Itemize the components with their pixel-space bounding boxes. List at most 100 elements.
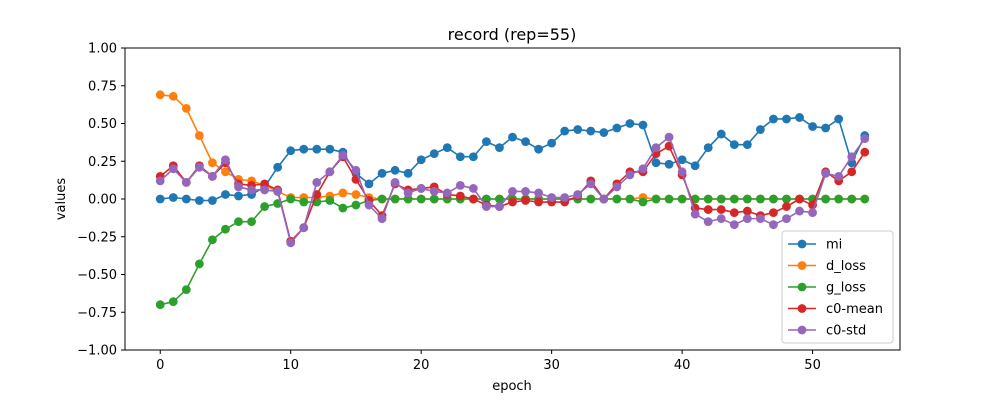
data-point-c0-std (364, 200, 374, 210)
data-point-c0-std (194, 162, 204, 172)
x-tick-label: 50 (804, 358, 821, 373)
x-axis-ticks: 0 10 20 30 40 50 (156, 350, 821, 373)
data-point-c0-mean (769, 208, 778, 217)
data-point-mi (468, 152, 478, 162)
data-point-mi (534, 144, 543, 154)
series-c0-std (155, 132, 870, 248)
data-point-c0-mean (703, 205, 713, 214)
data-point-mi (756, 125, 765, 134)
data-point-mi (742, 140, 752, 150)
data-point-d-loss (168, 91, 178, 101)
data-point-g-loss (168, 297, 178, 307)
data-point-c0-std (742, 214, 752, 224)
data-point-c0-std (782, 214, 791, 224)
data-point-c0-mean (782, 202, 791, 211)
data-point-g-loss (338, 203, 348, 213)
data-point-d-loss (155, 90, 165, 100)
data-point-c0-std (377, 214, 387, 224)
data-point-d-loss (351, 190, 361, 199)
legend-label: c0-std (826, 324, 866, 339)
data-point-c0-std (521, 187, 530, 196)
data-point-g-loss (651, 194, 661, 204)
data-point-mi (586, 126, 596, 136)
data-point-mi (834, 114, 844, 124)
data-point-mi (403, 168, 413, 178)
data-point-c0-std (586, 179, 596, 189)
data-point-c0-std (847, 152, 857, 162)
data-point-mi (599, 128, 609, 137)
data-point-mi (560, 126, 570, 136)
data-point-g-loss (416, 194, 426, 204)
legend-label: g_loss (826, 281, 866, 296)
legend-marker (797, 282, 807, 292)
data-point-mi (716, 129, 726, 139)
data-point-c0-std (573, 190, 583, 199)
data-point-c0-std (299, 223, 309, 233)
data-point-g-loss (586, 194, 596, 204)
data-point-c0-std (286, 238, 296, 248)
data-point-g-loss (495, 194, 504, 204)
legend-item-g-loss: g_loss (788, 281, 866, 296)
legend-label: mi (826, 238, 842, 253)
y-axis-label: values (54, 178, 69, 221)
legend-item-c0-mean: c0-mean (788, 302, 883, 317)
data-point-mi (299, 144, 309, 154)
data-point-g-loss (782, 194, 791, 204)
data-point-d-loss (194, 131, 204, 140)
data-point-g-loss (351, 200, 361, 210)
data-point-c0-std (534, 188, 543, 198)
data-point-c0-std (234, 182, 243, 192)
data-point-g-loss (403, 194, 413, 204)
data-point-c0-std (756, 214, 765, 224)
data-point-g-loss (638, 197, 648, 207)
data-point-g-loss (612, 194, 622, 204)
data-point-c0-std (351, 165, 361, 175)
data-point-g-loss (299, 197, 309, 207)
data-point-mi (482, 137, 491, 147)
data-point-g-loss (325, 196, 335, 205)
data-point-g-loss (703, 194, 713, 204)
data-point-c0-std (560, 193, 570, 202)
data-point-mi (377, 168, 387, 178)
data-point-c0-mean (468, 194, 478, 204)
data-point-mi (677, 155, 687, 165)
data-point-mi (521, 137, 530, 147)
data-point-c0-mean (860, 147, 870, 157)
legend-marker (797, 261, 807, 270)
data-point-mi (364, 179, 374, 189)
y-tick-label: 0.50 (88, 117, 117, 132)
data-point-mi (455, 152, 465, 162)
data-point-g-loss (482, 194, 491, 204)
data-point-mi (638, 120, 648, 130)
data-point-c0-std (312, 177, 322, 187)
data-point-g-loss (247, 217, 256, 227)
data-point-g-loss (221, 224, 230, 234)
data-point-c0-std (208, 171, 217, 181)
legend: mi d_loss g_loss c0-mean c0-std (781, 230, 894, 344)
data-point-mi (442, 143, 452, 153)
data-point-g-loss (377, 194, 387, 204)
data-point-c0-mean (521, 196, 530, 205)
x-tick-label: 10 (282, 358, 299, 373)
data-point-c0-std (390, 177, 400, 187)
data-point-mi (429, 149, 439, 159)
data-point-mi (273, 162, 283, 172)
data-point-c0-std (599, 194, 609, 204)
data-point-g-loss (677, 194, 687, 204)
data-point-c0-std (221, 155, 230, 165)
data-point-c0-std (155, 176, 165, 186)
legend-frame (781, 230, 894, 344)
data-point-g-loss (769, 194, 778, 204)
data-point-c0-mean (729, 208, 739, 217)
data-point-g-loss (860, 194, 870, 204)
y-tick-label: 1.00 (88, 42, 117, 57)
data-point-c0-mean (716, 205, 726, 214)
data-point-c0-std (455, 181, 465, 190)
data-point-c0-std (260, 185, 269, 195)
data-point-g-loss (821, 194, 831, 204)
data-point-d-loss (208, 158, 217, 168)
data-point-c0-mean (534, 197, 543, 207)
data-point-c0-mean (455, 191, 465, 201)
data-point-mi (664, 159, 674, 169)
